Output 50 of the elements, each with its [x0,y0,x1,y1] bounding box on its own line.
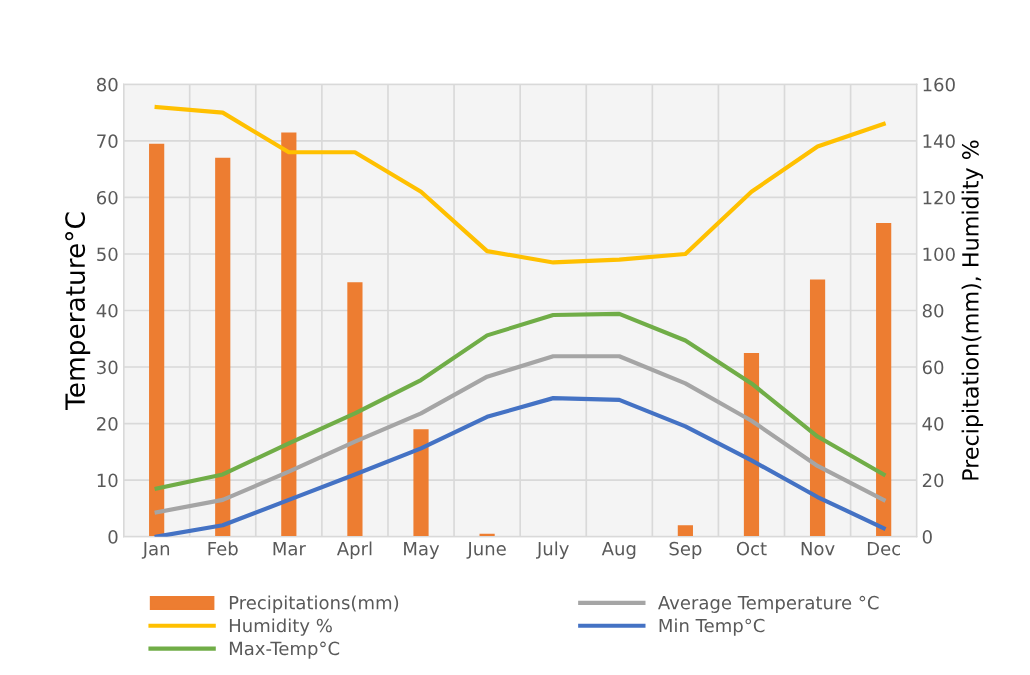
x-tick-label: Jan [141,542,170,559]
y-tick-label: 20 [97,417,118,431]
x-tick-label: July [536,541,569,559]
line-series [154,311,886,491]
y2-tick-label: 0 [922,530,932,544]
legend-label: Average Temperature °C [658,595,879,613]
y2-tick-label: 20 [922,473,944,488]
bar [809,279,826,537]
y-tick-label: 0 [108,530,118,544]
legend-label: Humidity % [229,618,332,636]
y-tick-label: 70 [97,134,118,149]
x-tick-label: Sep [669,541,702,559]
y2-tick-label: 100 [923,247,955,262]
line-series [154,396,886,537]
x-tick-label: Dec [867,542,900,556]
y2-tick-label: 160 [923,77,955,92]
y2-axis-title: Precipitation(mm), Humidity % [961,140,984,480]
legend-label: Min Temp°C [659,618,765,636]
line-series [154,354,886,515]
x-tick-label: Oct [736,541,767,556]
bar [347,282,363,537]
x-tick-label: Aug [601,542,636,559]
x-tick-label: Mar [273,542,306,556]
bar [743,352,760,537]
legend-label: Max-Temp°C [229,641,340,659]
y2-tick-label: 120 [923,190,955,205]
y2-tick-label: 80 [922,303,944,318]
y2-tick-label: 140 [923,134,955,149]
x-tick-label: Aprl [336,541,372,559]
y-tick-label: 80 [96,77,118,92]
y-tick-label: 10 [97,473,118,488]
y2-tick-label: 60 [922,360,944,375]
bar [413,429,429,537]
x-tick-label: June [466,542,506,559]
bar [215,157,231,537]
y-tick-label: 40 [96,303,118,318]
bar [677,525,693,537]
y-axis-title: Temperature°C [65,212,91,410]
x-tick-label: Nov [801,542,835,556]
y-tick-label: 60 [97,190,118,205]
line-series [154,104,886,265]
bar [281,132,297,537]
bar [149,143,165,537]
x-tick-label: Feb [208,541,238,556]
x-tick-label: May [404,542,440,559]
y-tick-label: 30 [97,360,118,375]
legend-label: Precipitations(mm) [229,595,399,613]
y2-tick-label: 40 [922,417,944,431]
bar [876,222,892,537]
y-tick-label: 50 [97,247,118,262]
